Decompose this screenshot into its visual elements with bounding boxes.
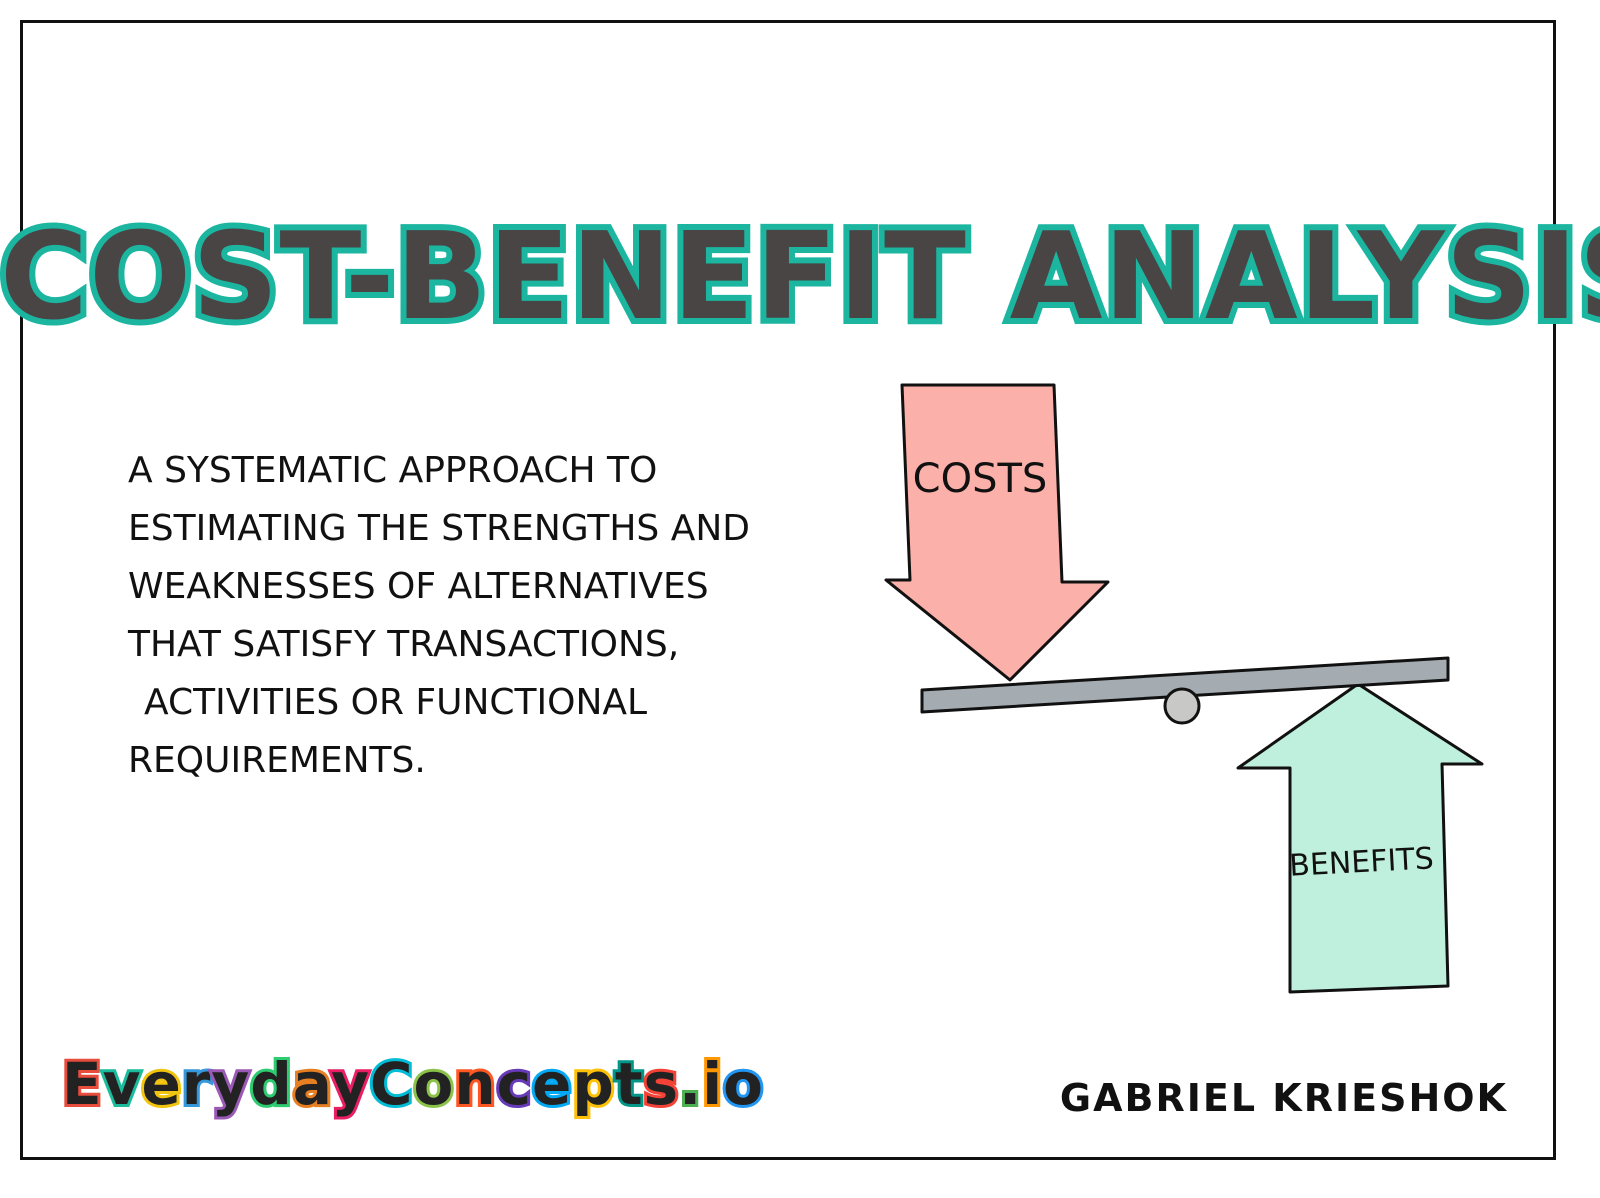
balance-beam [920,656,1450,714]
definition-text: A systematic approach to estimating the … [128,442,828,790]
brand-letter: d [247,1047,294,1121]
costs-arrow [884,383,1110,682]
definition-line: that satisfy transactions, [128,624,680,665]
brand-letter: n [451,1047,498,1121]
fulcrum [1163,687,1201,725]
brand-letter: C [367,1047,416,1121]
definition-line: requirements. [128,740,426,781]
brand-letter: t [612,1047,646,1121]
brand-letter: e [138,1047,183,1121]
brand-letter: E [59,1047,105,1121]
definition-line: estimating the strengths and [128,508,751,549]
brand-letter: o [720,1047,766,1121]
brand-logo: EverydayConcepts.io [59,1047,766,1121]
brand-letter: e [529,1047,574,1121]
brand-letter: . [676,1047,704,1121]
brand-letter: y [208,1047,252,1121]
definition-line: activities or functional [144,682,648,723]
costs-label: COSTS [913,456,1048,502]
brand-letter: y [328,1047,372,1121]
benefits-label: BENEFITS [1288,841,1434,884]
brand-letter: o [410,1047,456,1121]
brand-letter: i [699,1047,725,1121]
brand-letter: c [494,1047,534,1121]
brand-letter: a [290,1047,333,1121]
brand-letter: v [100,1047,144,1121]
definition-line: weaknesses of alternatives [128,566,709,607]
brand-letter: s [641,1047,681,1121]
definition-line: A systematic approach to [128,450,658,491]
benefits-arrow [1236,682,1484,994]
page-title: COST-BENEFIT ANALYSIS [0,202,1600,353]
brand-letter: r [179,1047,214,1121]
author-signature: Gabriel Krieshok [1059,1076,1508,1120]
brand-letter: p [569,1047,616,1121]
